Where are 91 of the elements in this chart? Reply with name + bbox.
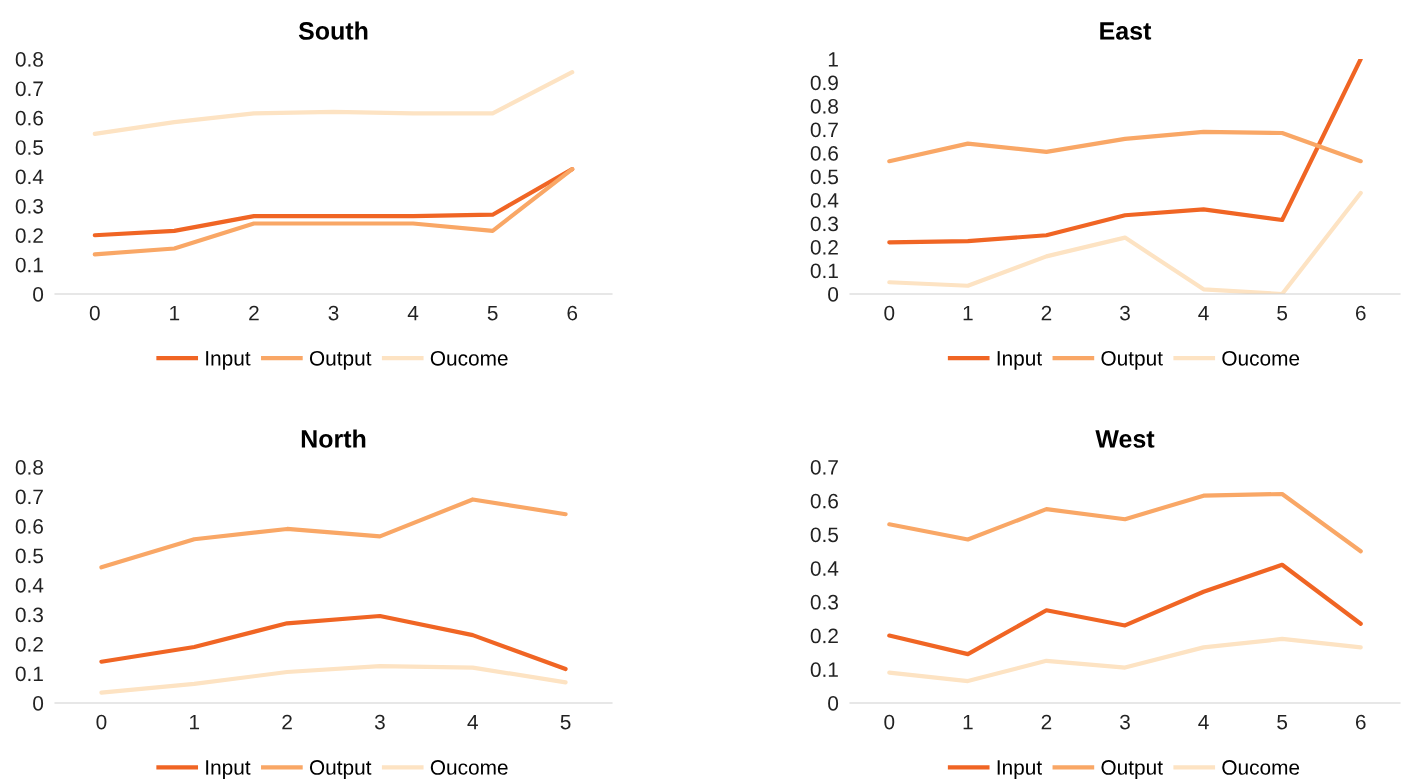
x-tick-label: 3 (1120, 305, 1130, 321)
x-tick-label: 2 (1041, 305, 1052, 321)
y-tick-label: 0.5 (15, 140, 44, 155)
y-tick-label: 0.2 (15, 637, 43, 652)
line-series (887, 129, 1363, 164)
line-series (99, 497, 568, 570)
legend-label: Input (997, 351, 1042, 370)
y-tick-label: 0 (828, 696, 839, 711)
y-tick-label: 0.5 (810, 527, 839, 543)
x-tick-label: 6 (567, 305, 578, 321)
y-tick-label: 0.6 (15, 110, 43, 126)
chart-title: South (298, 21, 368, 40)
y-tick-label: 0.8 (15, 460, 43, 475)
legend-label: Oucome (430, 350, 508, 366)
x-tick-label: 1 (963, 305, 973, 321)
x-tick-label: 4 (467, 714, 478, 730)
x-tick-label: 5 (1277, 305, 1288, 321)
y-tick-label: 0.8 (810, 99, 838, 114)
x-tick-label: 2 (282, 714, 292, 730)
y-tick-label: 0.3 (15, 198, 43, 214)
x-tick-label: 4 (407, 305, 419, 321)
x-tick-label: 0 (884, 714, 895, 730)
y-tick-label: 0.4 (15, 578, 44, 593)
y-tick-label: 0.6 (810, 493, 838, 509)
y-tick-label: 0.3 (810, 216, 838, 232)
y-tick-label: 0 (828, 287, 839, 302)
line-series (887, 562, 1363, 657)
y-tick-label: 0 (33, 287, 44, 302)
line-series (99, 613, 568, 672)
chart-title: North (301, 429, 366, 448)
x-tick-label: 1 (190, 714, 200, 730)
line-series (92, 167, 575, 257)
y-tick-label: 0.6 (810, 146, 838, 161)
y-tick-label: 0.5 (15, 548, 44, 564)
legend-label: Input (206, 760, 251, 779)
x-tick-label: 2 (1041, 714, 1052, 730)
line-series (887, 491, 1363, 554)
y-tick-label: 0.2 (810, 240, 838, 255)
chart-title: West (1095, 430, 1155, 448)
y-tick-label: 0.3 (810, 594, 838, 610)
legend-label: Input (206, 351, 251, 370)
x-tick-label: 1 (963, 714, 973, 730)
x-tick-label: 0 (89, 305, 100, 321)
y-tick-label: 0.7 (810, 460, 838, 475)
x-tick-label: 3 (328, 305, 339, 321)
y-tick-label: 0.1 (15, 666, 43, 682)
legend-label: Oucome (1222, 350, 1300, 366)
y-tick-label: 0 (33, 696, 44, 711)
x-tick-label: 2 (249, 305, 259, 321)
y-tick-label: 0.1 (15, 257, 43, 273)
x-tick-label: 5 (560, 714, 571, 730)
y-tick-label: 0.2 (15, 228, 43, 243)
y-tick-label: 0.4 (810, 193, 839, 208)
legend-label: Output (1101, 350, 1163, 370)
y-tick-label: 0.4 (15, 169, 44, 185)
y-tick-label: 0.9 (810, 75, 838, 91)
y-tick-label: 0.6 (15, 519, 43, 534)
x-tick-label: 0 (884, 305, 895, 321)
legend-label: Output (309, 760, 372, 779)
x-tick-label: 3 (374, 714, 385, 730)
line-series (92, 70, 575, 136)
line-series (887, 59, 1363, 245)
y-tick-label: 0.2 (810, 628, 838, 644)
x-tick-label: 6 (1355, 714, 1366, 730)
x-tick-label: 5 (1277, 714, 1288, 730)
legend-label: Output (1101, 760, 1163, 779)
y-tick-label: 0.7 (15, 489, 43, 505)
legend-label: Oucome (430, 760, 508, 775)
x-tick-label: 4 (1198, 714, 1209, 730)
line-series (887, 636, 1363, 684)
line-series (887, 190, 1363, 294)
x-tick-label: 3 (1120, 714, 1130, 730)
x-tick-label: 6 (1355, 305, 1366, 321)
legend-label: Oucome (1222, 760, 1300, 775)
y-tick-label: 0.5 (810, 169, 839, 185)
y-tick-label: 0.3 (15, 607, 43, 623)
y-tick-label: 0.1 (810, 263, 838, 279)
legend-label: Output (309, 350, 372, 370)
x-tick-label: 0 (96, 714, 107, 730)
chart-title: East (1100, 22, 1152, 40)
y-tick-label: 1 (828, 52, 838, 67)
y-tick-label: 0.7 (810, 122, 838, 138)
x-tick-label: 5 (487, 305, 498, 321)
y-tick-label: 0.8 (15, 52, 43, 67)
x-tick-label: 4 (1198, 305, 1209, 321)
x-tick-label: 1 (170, 305, 180, 321)
legend-label: Input (997, 760, 1042, 779)
line-series (99, 664, 568, 695)
y-tick-label: 0.1 (810, 662, 838, 678)
y-tick-label: 0.4 (810, 561, 839, 576)
y-tick-label: 0.7 (15, 81, 43, 97)
